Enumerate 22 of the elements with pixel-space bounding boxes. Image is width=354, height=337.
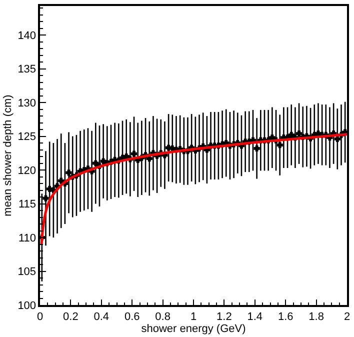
x-tick-label: 2 [344,310,350,323]
x-tick-label: 0.8 [155,310,170,323]
y-tick-label: 120 [18,164,36,177]
x-tick-label: 1.2 [216,310,232,323]
y-tick-label: 125 [18,131,36,144]
x-tick-label: 1.6 [278,310,294,323]
y-tick-label: 135 [18,64,36,76]
y-tick-label: 115 [18,198,36,211]
y-tick-label: 100 [18,300,36,312]
x-tick-label: 1.4 [247,310,263,323]
x-tick-label: 0.6 [124,310,140,323]
y-tick-label: 130 [18,97,36,110]
y-tick-label: 110 [18,232,36,244]
y-tick-label: 105 [18,266,36,278]
x-tick-label: 0.2 [63,310,78,323]
y-tick-label: 140 [18,30,36,42]
x-tick-label: 0.4 [94,310,110,323]
y-axis-title: mean shower depth (cm) [2,94,14,216]
x-tick-label: 1 [190,310,197,323]
x-tick-label: 0 [36,310,44,323]
x-tick-label: 1.8 [308,310,324,323]
x-axis-title: shower energy (GeV) [141,322,246,335]
